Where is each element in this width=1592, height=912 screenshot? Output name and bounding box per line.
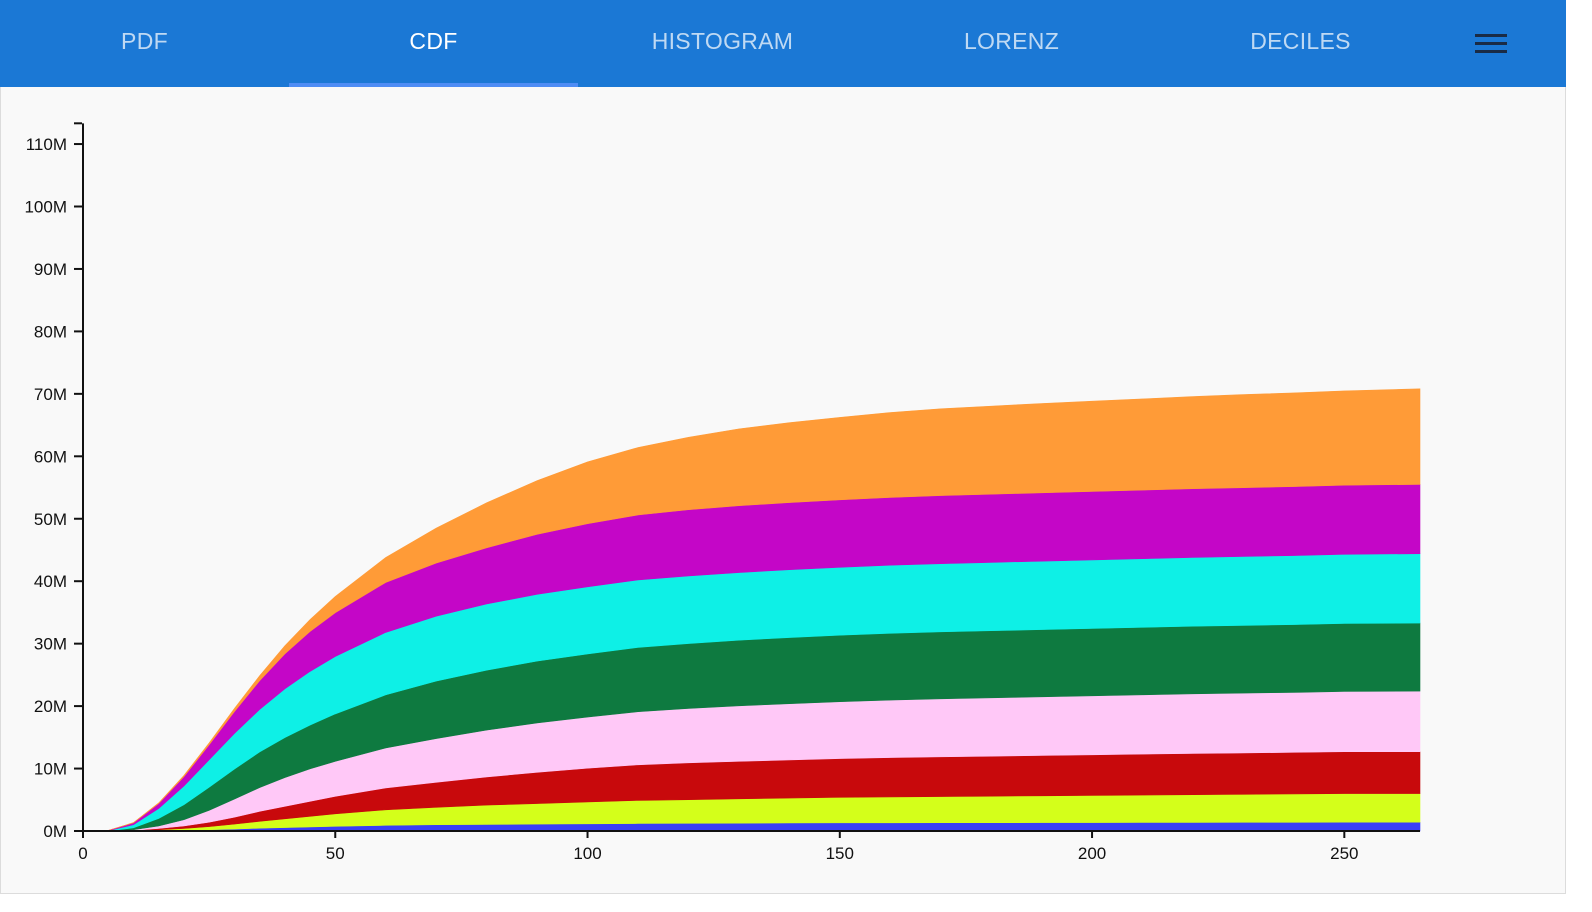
y-tick-label: 70M <box>34 385 67 404</box>
area-series-8 <box>82 388 1421 832</box>
tab-label: CDF <box>409 28 458 54</box>
stacked-areas <box>82 388 1421 832</box>
y-tick-label: 20M <box>34 697 67 716</box>
menu-line <box>1475 33 1507 37</box>
y-tick-label: 110M <box>26 135 67 154</box>
y-tick-label: 30M <box>34 635 67 654</box>
axes: 0M 10M 20M 30M 40M 50M 60M 70M 80M 90M 100M 110M 0 50… <box>24 122 1420 863</box>
tab-label: LORENZ <box>963 28 1060 54</box>
hamburger-menu-icon[interactable] <box>1466 25 1516 61</box>
y-tick-label: 10M <box>34 760 67 779</box>
tab-label: DECILES <box>1250 28 1351 54</box>
menu-line <box>1475 49 1507 53</box>
tab-pdf[interactable]: PDF <box>0 0 289 87</box>
y-tick-label: 50M <box>34 510 67 529</box>
y-tick-label: 0M <box>43 822 67 841</box>
tab-label: PDF <box>121 28 168 54</box>
tab-cdf[interactable]: CDF <box>289 0 578 87</box>
x-tick-label: 150 <box>826 844 854 863</box>
y-tick-label: 100M <box>24 198 67 217</box>
x-tick-label: 200 <box>1078 844 1106 863</box>
x-tick-label: 50 <box>326 844 345 863</box>
y-tick-label: 90M <box>34 260 67 279</box>
x-tick-label: 250 <box>1330 844 1358 863</box>
cdf-chart: 0M 10M 20M 30M 40M 50M 60M 70M 80M 90M 100M 110M 0 50… <box>24 122 1421 863</box>
y-tick-label: 60M <box>34 447 67 466</box>
tab-histogram[interactable]: HISTOGRAM <box>578 0 867 87</box>
y-tick-label: 40M <box>34 572 67 591</box>
x-tick-label: 0 <box>78 844 87 863</box>
x-tick-label: 100 <box>573 844 601 863</box>
tab-bar: PDF CDF HISTOGRAM LORENZ DECILES <box>0 0 1445 87</box>
tab-lorenz[interactable]: LORENZ <box>867 0 1156 87</box>
tab-label: HISTOGRAM <box>651 28 794 54</box>
tab-deciles[interactable]: DECILES <box>1156 0 1445 87</box>
top-navigation-bar: PDF CDF HISTOGRAM LORENZ DECILES <box>0 0 1566 87</box>
menu-line <box>1475 41 1507 45</box>
y-tick-label: 80M <box>34 322 67 341</box>
